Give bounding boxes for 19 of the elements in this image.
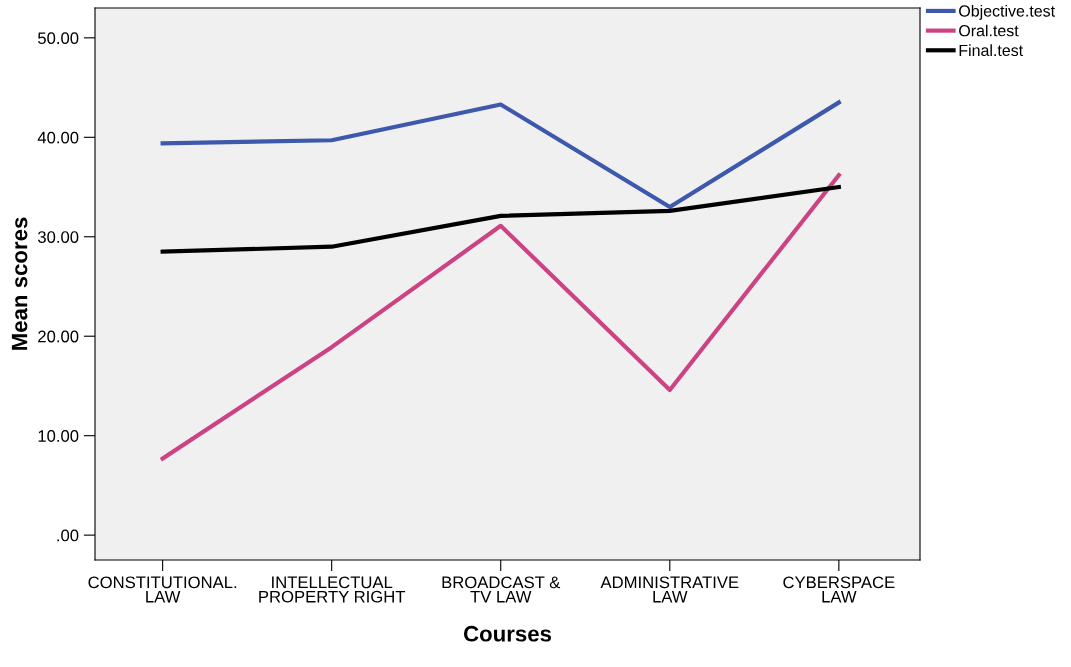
y-tick-label: 30.00 [37, 231, 79, 243]
x-tick-label: CYBERSPACE LAW [783, 576, 895, 603]
legend-label: Objective.test [959, 4, 1055, 20]
x-tick-label: INTELLECTUAL PROPERTY RIGHT [259, 576, 406, 603]
line-series [160, 184, 841, 254]
y-tick-label: 20.00 [38, 330, 79, 343]
y-tick-label: 40.00 [37, 131, 79, 144]
legend-label: Oral.test [959, 24, 1019, 37]
y-tick-label: .00 [57, 529, 79, 542]
legend-label: Final.test [959, 44, 1024, 57]
x-tick-label: ADMINISTRATIVE LAW [600, 576, 739, 603]
x-axis-title: Courses [463, 625, 552, 642]
x-tick-label: BROADCAST & TV LAW [442, 576, 561, 603]
y-tick-label: 10.00 [38, 430, 79, 442]
y-axis-title: Mean scores [11, 217, 28, 350]
x-tick-label: CONSTITUTIONAL. LAW [88, 576, 237, 603]
line-series [160, 173, 841, 461]
line-series [160, 100, 841, 210]
y-tick-label: 50.00 [37, 32, 79, 45]
